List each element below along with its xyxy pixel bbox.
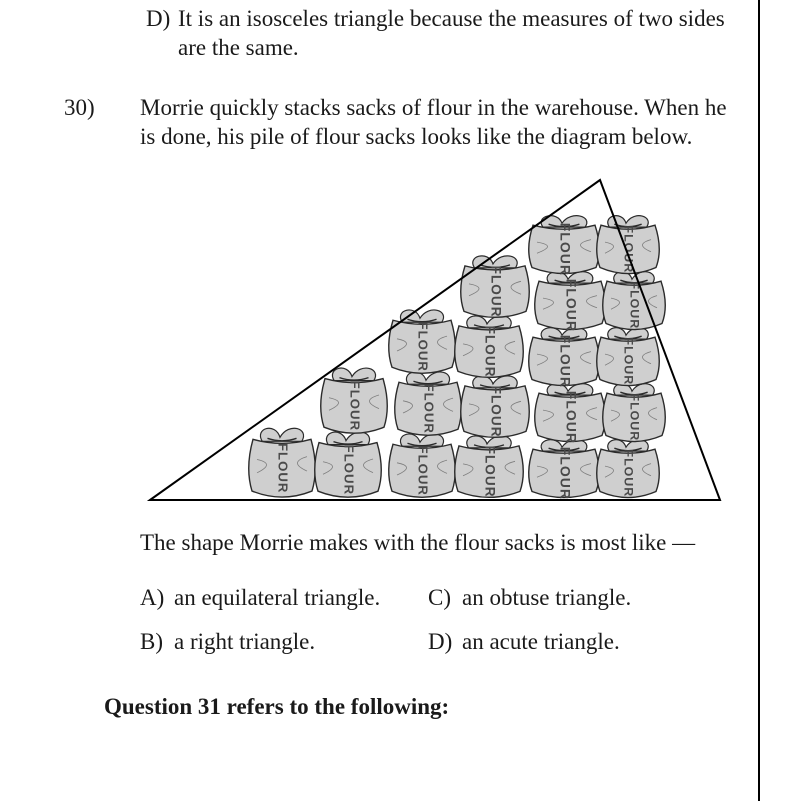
svg-text:FLOUR: FLOUR: [622, 337, 636, 385]
choice-text: an equilateral triangle.: [174, 583, 380, 612]
svg-text:FLOUR: FLOUR: [422, 383, 437, 433]
answer-choices: A) an equilateral triangle. C) an obtuse…: [140, 583, 744, 656]
choice-b: B) a right triangle.: [140, 627, 420, 656]
question-number: 30): [64, 93, 95, 122]
page: D) It is an isosceles triangle because t…: [0, 0, 800, 801]
svg-text:FLOUR: FLOUR: [622, 449, 636, 497]
svg-text:FLOUR: FLOUR: [488, 385, 503, 437]
svg-text:FLOUR: FLOUR: [628, 393, 642, 441]
choice-letter: A): [140, 583, 174, 612]
diagram-svg: FLOUR FLOUR FLOUR FLOUR FLOUR FLOUR FLOUR FLOUR…: [130, 170, 750, 520]
svg-text:FLOUR: FLOUR: [348, 380, 363, 430]
svg-text:FLOUR: FLOUR: [563, 278, 579, 331]
question-31-heading: Question 31 refers to the following:: [104, 692, 744, 721]
svg-text:FLOUR: FLOUR: [416, 321, 431, 371]
svg-text:FLOUR: FLOUR: [416, 445, 431, 495]
svg-text:FLOUR: FLOUR: [622, 225, 636, 273]
svg-text:FLOUR: FLOUR: [276, 443, 291, 493]
option-text: It is an isosceles triangle because the …: [178, 4, 744, 63]
svg-text:FLOUR: FLOUR: [557, 334, 573, 387]
svg-text:FLOUR: FLOUR: [628, 281, 642, 329]
choice-letter: B): [140, 627, 174, 656]
choice-text: an acute triangle.: [462, 627, 620, 656]
choice-d: D) an acute triangle.: [428, 627, 728, 656]
choice-c: C) an obtuse triangle.: [428, 583, 728, 612]
flour-sacks-diagram: FLOUR FLOUR FLOUR FLOUR FLOUR FLOUR FLOUR FLOUR…: [130, 170, 750, 520]
option-letter: D): [146, 4, 178, 63]
svg-text:FLOUR: FLOUR: [482, 325, 497, 377]
content-area: D) It is an isosceles triangle because t…: [104, 4, 744, 722]
choice-a: A) an equilateral triangle.: [140, 583, 420, 612]
question-stem-1: Morrie quickly stacks sacks of flour in …: [140, 93, 744, 152]
svg-text:FLOUR: FLOUR: [482, 445, 497, 497]
svg-text:FLOUR: FLOUR: [488, 265, 503, 317]
choice-letter: D): [428, 627, 462, 656]
svg-text:FLOUR: FLOUR: [557, 222, 573, 275]
prev-question-option-d: D) It is an isosceles triangle because t…: [146, 4, 744, 63]
svg-text:FLOUR: FLOUR: [342, 444, 357, 494]
svg-text:FLOUR: FLOUR: [557, 446, 573, 499]
svg-text:FLOUR: FLOUR: [563, 390, 579, 443]
choice-letter: C): [428, 583, 462, 612]
page-right-border: [758, 0, 760, 801]
question-30: 30) Morrie quickly stacks sacks of flour…: [104, 93, 744, 152]
choice-text: an obtuse triangle.: [462, 583, 631, 612]
question-stem-2: The shape Morrie makes with the flour sa…: [140, 528, 744, 557]
choice-text: a right triangle.: [174, 627, 315, 656]
